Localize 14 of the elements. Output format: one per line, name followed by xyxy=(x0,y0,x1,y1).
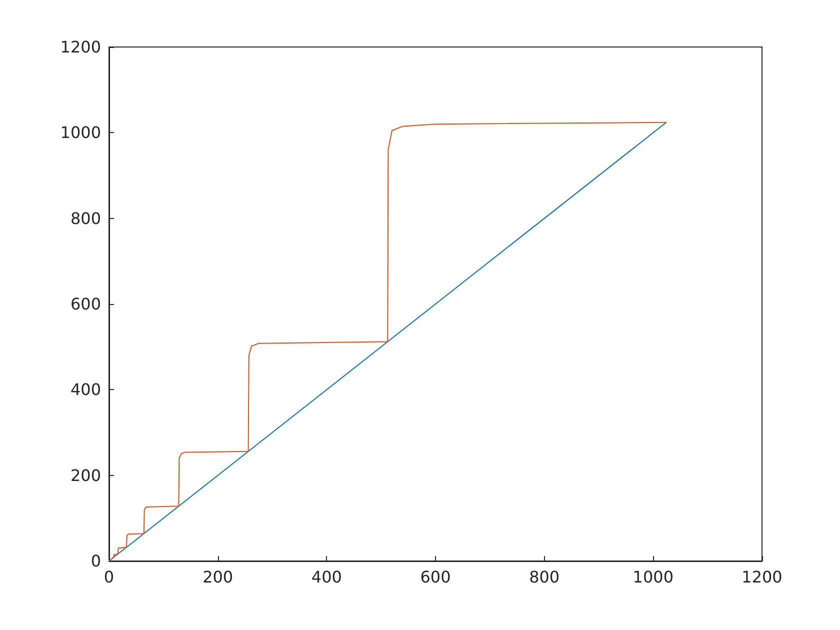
x-tick-label: 1200 xyxy=(742,568,782,586)
y-tick-label: 1200 xyxy=(60,38,101,56)
x-tick-label: 0 xyxy=(104,568,114,586)
x-tick-label: 200 xyxy=(202,568,234,586)
y-tick-label: 600 xyxy=(70,294,101,314)
x-tick-label: 1000 xyxy=(632,568,674,586)
x-tick-label: 600 xyxy=(420,568,451,586)
y-tick-label: 1000 xyxy=(60,123,101,142)
y-tick-label: 400 xyxy=(70,380,101,400)
y-tick-label: 0 xyxy=(90,552,101,570)
x-tick-label: 800 xyxy=(529,568,560,586)
y-tick-label: 200 xyxy=(70,466,101,485)
y-tick-label: 800 xyxy=(70,208,101,228)
x-tick-label: 400 xyxy=(311,568,342,586)
